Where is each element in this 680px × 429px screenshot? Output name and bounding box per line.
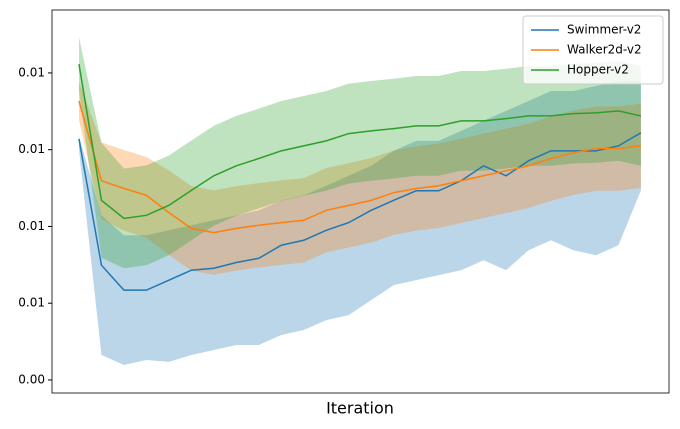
- y-tick-label: 0.01: [18, 219, 45, 233]
- band: [78, 81, 641, 275]
- y-tick-label: 0.01: [18, 296, 45, 310]
- band: [78, 80, 641, 365]
- line: [78, 100, 641, 234]
- plot-frame: [51, 9, 670, 394]
- y-tick-label: 0.01: [18, 142, 45, 156]
- legend-label: Walker2d-v2: [567, 43, 642, 57]
- y-tick-label: 0.01: [18, 65, 45, 79]
- legend: Swimmer-v2 Walker2d-v2 Hopper-v2: [522, 15, 664, 85]
- y-tick-label: 0.00: [18, 372, 45, 386]
- x-axis-label: Iteration: [326, 399, 394, 418]
- legend-label: Hopper-v2: [567, 63, 629, 77]
- legend-box: [522, 15, 664, 85]
- legend-label: Swimmer-v2: [567, 23, 641, 37]
- band: [78, 37, 641, 269]
- line: [78, 132, 642, 291]
- line: [78, 63, 642, 220]
